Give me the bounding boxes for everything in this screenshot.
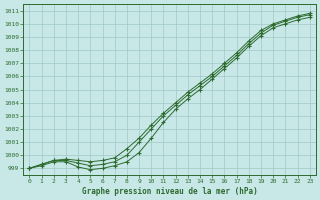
X-axis label: Graphe pression niveau de la mer (hPa): Graphe pression niveau de la mer (hPa) xyxy=(82,187,258,196)
